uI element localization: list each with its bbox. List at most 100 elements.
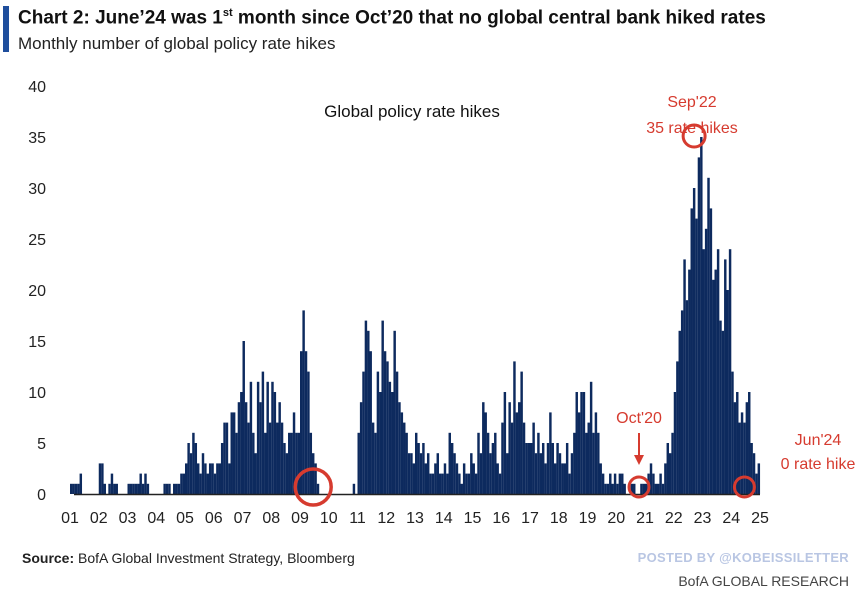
bar bbox=[489, 453, 492, 494]
bar bbox=[733, 402, 737, 494]
bar bbox=[244, 402, 248, 494]
bar bbox=[695, 218, 698, 494]
bar bbox=[704, 228, 708, 495]
bar bbox=[599, 463, 602, 494]
annotation-jun24-value: 0 rate hike bbox=[781, 456, 856, 473]
bar bbox=[115, 483, 118, 494]
bar bbox=[311, 453, 315, 494]
bar bbox=[656, 483, 660, 494]
bar bbox=[196, 463, 200, 494]
bar bbox=[623, 483, 626, 494]
bar bbox=[235, 432, 238, 494]
bar bbox=[664, 463, 667, 494]
bar bbox=[307, 371, 310, 494]
bar bbox=[503, 392, 507, 494]
bar bbox=[467, 473, 471, 494]
bar bbox=[750, 443, 753, 494]
bar bbox=[393, 330, 396, 494]
bar bbox=[201, 453, 205, 494]
bar bbox=[426, 453, 430, 494]
bar bbox=[247, 422, 250, 494]
bar bbox=[381, 320, 384, 494]
bar bbox=[458, 473, 461, 494]
posted-by-watermark: POSTED BY @KOBEISSILETTER bbox=[637, 550, 849, 565]
bar bbox=[546, 443, 550, 494]
bar bbox=[577, 412, 581, 494]
bar bbox=[645, 483, 648, 494]
bar bbox=[508, 402, 511, 494]
y-tick-label: 0 bbox=[37, 487, 46, 504]
bar bbox=[283, 443, 286, 494]
x-tick-label: 18 bbox=[550, 510, 568, 527]
bar bbox=[388, 381, 392, 494]
bar bbox=[113, 483, 116, 494]
x-tick-label: 16 bbox=[492, 510, 510, 527]
bar bbox=[374, 432, 377, 494]
bar bbox=[666, 443, 670, 494]
bar bbox=[678, 330, 681, 494]
bar bbox=[453, 453, 456, 494]
plot-title: Global policy rate hikes bbox=[324, 102, 500, 121]
bar bbox=[405, 432, 408, 494]
bar bbox=[544, 463, 547, 494]
chart-subtitle: Monthly number of global policy rate hik… bbox=[18, 34, 336, 53]
x-tick-label: 25 bbox=[751, 510, 769, 527]
bar bbox=[240, 392, 243, 494]
bar bbox=[630, 483, 634, 494]
bar bbox=[520, 371, 523, 494]
annotations: Sep'22 35 rate hikes Oct'20 Jun'24 0 rat… bbox=[293, 94, 856, 507]
bar bbox=[472, 463, 475, 494]
bar bbox=[616, 483, 619, 494]
bar bbox=[601, 473, 605, 494]
bar bbox=[541, 443, 545, 494]
source-label: Source: bbox=[22, 550, 75, 566]
bar bbox=[582, 392, 586, 494]
x-tick-label: 17 bbox=[521, 510, 539, 527]
x-tick-label: 07 bbox=[234, 510, 252, 527]
bar bbox=[568, 473, 571, 494]
bar bbox=[652, 473, 655, 494]
bar bbox=[352, 483, 356, 494]
bar bbox=[570, 453, 574, 494]
chart-title: Chart 2: June’24 was 1st month since Oct… bbox=[18, 7, 766, 29]
bar bbox=[486, 432, 490, 494]
bar bbox=[501, 422, 504, 494]
bar bbox=[103, 483, 106, 494]
bar bbox=[165, 483, 169, 494]
bar bbox=[443, 463, 447, 494]
bar bbox=[199, 473, 202, 494]
bar bbox=[738, 422, 741, 494]
x-tick-label: 21 bbox=[636, 510, 654, 527]
title-accent-bar bbox=[3, 6, 9, 52]
circle-2009-gap bbox=[293, 467, 333, 507]
circle-oct20 bbox=[627, 475, 651, 499]
bar bbox=[110, 473, 114, 494]
bar bbox=[271, 381, 274, 494]
bar bbox=[290, 432, 293, 494]
bar bbox=[692, 188, 696, 494]
bar bbox=[185, 463, 188, 494]
x-tick-label: 10 bbox=[320, 510, 338, 527]
bar bbox=[254, 453, 257, 494]
bar bbox=[376, 371, 380, 494]
bar bbox=[295, 432, 298, 494]
bar bbox=[316, 483, 320, 494]
bar bbox=[357, 432, 360, 494]
bar bbox=[77, 483, 80, 494]
bar bbox=[482, 402, 485, 494]
bar bbox=[424, 463, 428, 494]
title-text-1: Chart 2: June’24 was 1 bbox=[18, 7, 223, 29]
bar bbox=[383, 351, 387, 494]
x-tick-label: 22 bbox=[665, 510, 683, 527]
bar bbox=[659, 473, 662, 494]
bar bbox=[204, 463, 207, 494]
bar bbox=[553, 463, 557, 494]
bar bbox=[285, 453, 289, 494]
bar bbox=[98, 463, 102, 494]
bar bbox=[549, 412, 552, 494]
annotation-sep22-label: Sep'22 bbox=[667, 94, 716, 111]
bar bbox=[661, 483, 665, 494]
bar bbox=[419, 453, 423, 494]
bar bbox=[101, 463, 104, 494]
bar bbox=[609, 473, 612, 494]
